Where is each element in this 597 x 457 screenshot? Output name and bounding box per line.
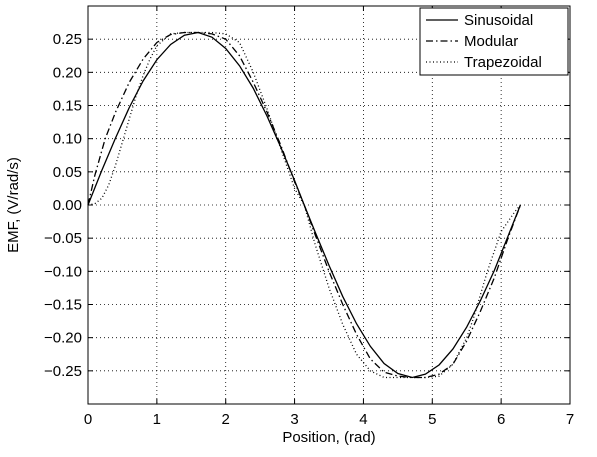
grid-lines — [88, 6, 570, 404]
legend-label-sinusoidal: Sinusoidal — [464, 12, 533, 29]
y-tick-label: −0.10 — [44, 263, 82, 280]
y-tick-label: −0.20 — [44, 330, 82, 347]
legend-label-trapezoidal: Trapezoidal — [464, 54, 542, 71]
x-tick-label: 5 — [428, 411, 436, 428]
series-modular-line — [87, 31, 522, 379]
x-axis-label: Position, (rad) — [282, 429, 375, 446]
x-tick-label: 3 — [290, 411, 298, 428]
series-trapezoidal-line — [87, 31, 521, 379]
x-tick-labels: 0 1 2 3 4 5 6 7 — [84, 411, 574, 428]
series-lines — [87, 31, 522, 379]
x-tick-label: 4 — [359, 411, 367, 428]
legend: Sinusoidal Modular Trapezoidal — [419, 7, 569, 76]
x-tick-label: 6 — [497, 411, 505, 428]
legend-label-modular: Modular — [464, 33, 518, 50]
y-axis-label: EMF, (V/rad/s) — [5, 157, 22, 253]
x-tick-label: 1 — [153, 411, 161, 428]
x-tick-label: 0 — [84, 411, 92, 428]
y-tick-labels: −0.25 −0.20 −0.15 −0.10 −0.05 0.00 0.05 0.10 0.1… — [44, 31, 82, 380]
y-tick-label: 0.20 — [53, 64, 82, 81]
y-tick-label: 0.00 — [53, 197, 82, 214]
x-tick-label: 2 — [222, 411, 230, 428]
y-tick-label: 0.25 — [53, 31, 82, 48]
x-tick-label: 7 — [566, 411, 574, 428]
y-tick-label: −0.15 — [44, 297, 82, 314]
y-tick-label: −0.05 — [44, 230, 82, 247]
y-tick-label: −0.25 — [44, 363, 82, 380]
y-tick-label: 0.10 — [53, 131, 82, 148]
y-tick-label: 0.15 — [53, 98, 82, 115]
y-tick-label: 0.05 — [53, 164, 82, 181]
